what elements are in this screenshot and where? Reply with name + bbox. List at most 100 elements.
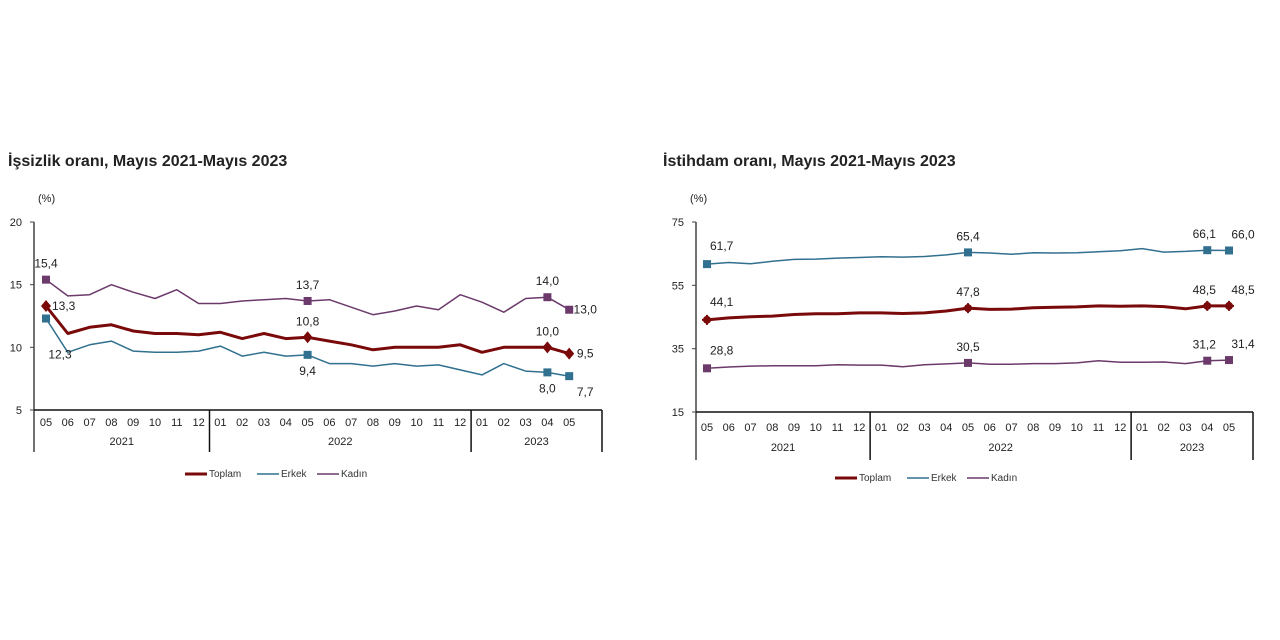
data-label: 31,2	[1193, 338, 1217, 352]
data-point-marker	[302, 331, 313, 344]
x-tick-label: 01	[875, 422, 887, 434]
data-label: 15,4	[34, 257, 58, 271]
year-label: 2022	[328, 436, 352, 448]
data-point-marker	[703, 260, 711, 269]
data-point-marker	[1225, 246, 1233, 255]
x-tick-label: 02	[498, 417, 510, 429]
x-tick-label: 05	[1223, 422, 1235, 434]
x-tick-label: 02	[1158, 422, 1170, 434]
data-label: 47,8	[956, 285, 980, 299]
data-point-marker	[1203, 356, 1212, 365]
data-point-marker	[542, 341, 553, 354]
data-point-marker	[1224, 300, 1234, 311]
x-tick-label: 02	[236, 417, 248, 429]
data-label: 66,1	[1193, 227, 1217, 241]
legend-label: Erkek	[931, 473, 958, 484]
x-tick-label: 09	[127, 417, 139, 429]
x-tick-label: 02	[897, 422, 909, 434]
data-point-marker	[1203, 246, 1212, 255]
legend-label: Erkek	[281, 469, 308, 480]
x-tick-label: 09	[1049, 422, 1061, 434]
y-tick-label: 5	[16, 405, 22, 417]
y-tick-label: 20	[10, 217, 22, 229]
data-point-marker	[1225, 356, 1233, 365]
x-tick-label: 08	[105, 417, 117, 429]
data-point-marker	[303, 350, 312, 359]
x-tick-label: 01	[1136, 422, 1148, 434]
data-label: 7,7	[577, 385, 594, 399]
x-tick-label: 04	[940, 422, 952, 434]
x-tick-label: 09	[389, 417, 401, 429]
x-tick-label: 10	[1071, 422, 1083, 434]
x-tick-label: 12	[1114, 422, 1126, 434]
data-point-marker	[42, 314, 50, 323]
x-tick-label: 12	[853, 422, 865, 434]
x-tick-label: 03	[519, 417, 531, 429]
x-tick-label: 09	[788, 422, 800, 434]
y-tick-label: 35	[672, 344, 684, 356]
data-point-marker	[543, 368, 552, 377]
data-point-marker	[964, 358, 972, 367]
x-tick-label: 08	[1027, 422, 1039, 434]
data-label: 13,0	[574, 303, 598, 317]
y-tick-label: 15	[672, 407, 684, 419]
data-point-marker	[543, 293, 552, 302]
year-label: 2022	[988, 442, 1012, 454]
x-tick-label: 06	[984, 422, 996, 434]
data-label: 44,1	[710, 295, 734, 309]
x-tick-label: 11	[171, 417, 182, 429]
year-label: 2023	[1180, 442, 1204, 454]
y-tick-label: 55	[672, 280, 684, 292]
legend-label: Toplam	[209, 469, 241, 480]
year-label: 2021	[110, 436, 134, 448]
x-tick-label: 10	[410, 417, 422, 429]
y-axis-unit-label: (%)	[38, 193, 55, 205]
year-label: 2023	[524, 436, 548, 448]
x-tick-label: 11	[1093, 422, 1104, 434]
legend: Toplam Erkek Kadın	[185, 469, 367, 480]
data-label: 13,3	[52, 299, 76, 313]
series-toplam: 13,3 10,8 10,0 9,5	[41, 299, 594, 361]
data-label: 8,0	[539, 381, 556, 395]
x-tick-label: 06	[323, 417, 335, 429]
x-tick-label: 04	[541, 417, 553, 429]
data-point-marker	[42, 275, 50, 284]
x-tick-label: 11	[433, 417, 444, 429]
chart-title: İşsizlik oranı, Mayıs 2021-Mayıs 2023	[8, 152, 287, 170]
x-tick-label: 10	[810, 422, 822, 434]
data-label: 48,5	[1231, 283, 1255, 297]
x-tick-label: 05	[962, 422, 974, 434]
series-erkek: 61,7 65,4 66,1 66,0	[703, 227, 1255, 269]
unemployment-chart: İşsizlik oranı, Mayıs 2021-Mayıs 2023 (%)…	[8, 152, 603, 480]
x-tick-label: 01	[214, 417, 226, 429]
data-label: 28,8	[710, 343, 734, 357]
x-tick-label: 07	[345, 417, 357, 429]
data-point-marker	[303, 296, 312, 305]
data-label: 30,5	[956, 340, 980, 354]
legend: Toplam Erkek Kadın	[835, 473, 1017, 484]
y-tick-label: 75	[672, 217, 684, 229]
x-tick-label: 11	[832, 422, 843, 434]
x-tick-label: 05	[563, 417, 575, 429]
data-label: 9,5	[577, 347, 594, 361]
data-label: 65,4	[956, 229, 980, 243]
data-point-marker	[963, 303, 973, 314]
data-label: 9,4	[299, 364, 316, 378]
data-label: 13,7	[296, 278, 320, 292]
x-tick-label: 12	[192, 417, 204, 429]
year-label: 2021	[771, 442, 795, 454]
data-point-marker	[964, 248, 972, 257]
x-tick-label: 05	[40, 417, 52, 429]
series-kadın: 28,8 30,5 31,2 31,4	[703, 337, 1255, 373]
series-erkek: 12,3 9,4 8,0 7,7	[42, 314, 594, 399]
y-tick-label: 10	[10, 342, 22, 354]
data-point-marker	[41, 299, 51, 312]
x-tick-label: 07	[744, 422, 756, 434]
x-tick-label: 04	[1201, 422, 1213, 434]
y-axis-unit-label: (%)	[690, 193, 707, 205]
x-tick-label: 05	[701, 422, 713, 434]
data-point-marker	[564, 347, 575, 360]
data-point-marker	[703, 364, 711, 373]
data-label: 14,0	[536, 274, 560, 288]
